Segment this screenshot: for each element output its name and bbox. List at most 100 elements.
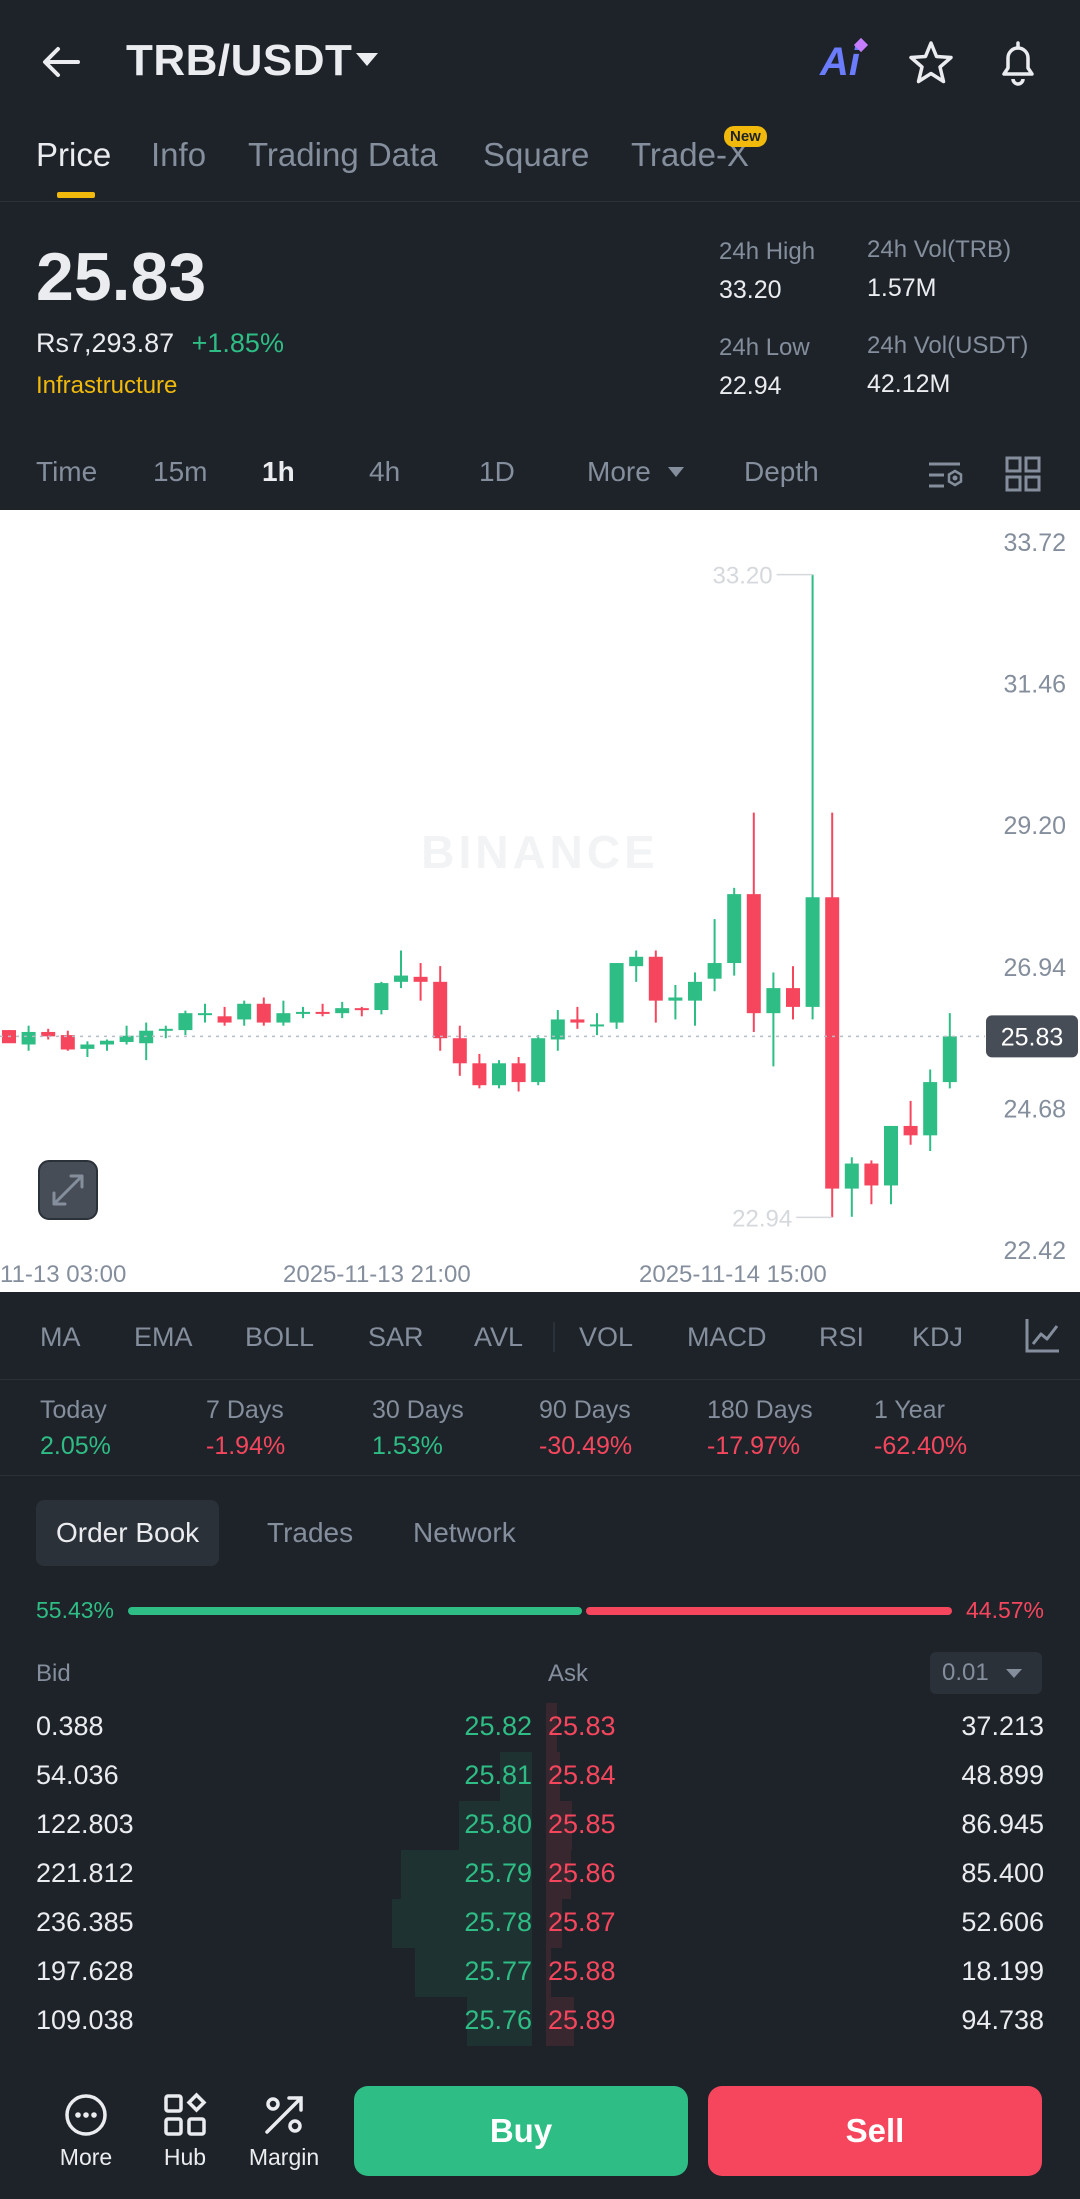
vol-quote-value: 42.12M (867, 370, 951, 398)
indicator-ma[interactable]: MA (40, 1322, 81, 1352)
tab-price[interactable]: Price (36, 136, 112, 173)
indicator-rsi[interactable]: RSI (819, 1322, 865, 1352)
candle-body (394, 975, 408, 982)
candle-body (942, 1036, 957, 1083)
indicator-vol[interactable]: VOL (579, 1322, 634, 1352)
timeframe-time[interactable]: Time (36, 456, 98, 487)
ask-depth-bar (546, 1801, 572, 1850)
candle-body (923, 1082, 938, 1136)
candle (903, 1100, 918, 1145)
candle (531, 1035, 546, 1086)
more-button[interactable]: More (41, 2092, 131, 2171)
favorite-star-icon[interactable] (906, 38, 956, 88)
candle (354, 1006, 369, 1017)
tab-trading-data[interactable]: Trading Data (248, 136, 438, 173)
candle-body (237, 1003, 252, 1020)
ask-price[interactable]: 25.87 (548, 1907, 616, 1937)
margin-percent-icon (265, 2096, 303, 2134)
ask-quantity: 85.400 (961, 1858, 1044, 1888)
indicator-sar[interactable]: SAR (368, 1322, 424, 1352)
chart-canvas[interactable]: BINANCE 33.72 31.46 29.20 26.94 24.68 22.42 1… (0, 510, 1080, 1292)
candles-group (2, 574, 957, 1218)
bid-price[interactable]: 25.79 (464, 1858, 532, 1888)
precision-select[interactable]: 0.01 (930, 1652, 1042, 1694)
x-axis: 11-13 03:00 2025-11-13 21:00 2025-11-14 15… (0, 1261, 827, 1288)
bid-quantity: 197.628 (36, 1956, 134, 1986)
candle-body (41, 1031, 56, 1037)
indicator-settings-icon[interactable] (1024, 1316, 1062, 1354)
candle (570, 1006, 585, 1029)
fiat-price: Rs7,293.87 (36, 328, 175, 358)
tab-info[interactable]: Info (151, 136, 207, 173)
notification-bell-icon[interactable] (992, 36, 1044, 88)
indicator-kdj[interactable]: KDJ (912, 1322, 964, 1352)
tab-square[interactable]: Square (483, 136, 590, 173)
ask-price[interactable]: 25.88 (548, 1956, 616, 1986)
fiat-row: Rs7,293.87 +1.85% (36, 328, 284, 359)
ai-assistant-button[interactable]: Ai (820, 40, 860, 84)
orderbook-row[interactable]: 122.803 25.80 25.85 86.945 (0, 1801, 1080, 1850)
bid-price[interactable]: 25.81 (464, 1760, 532, 1790)
orderbook-row[interactable]: 0.388 25.82 25.83 37.213 (0, 1703, 1080, 1752)
ask-price[interactable]: 25.84 (548, 1760, 616, 1790)
orderbook-row[interactable]: 197.628 25.77 25.88 18.199 (0, 1948, 1080, 1997)
precision-chevron-down-icon[interactable] (1006, 1669, 1022, 1678)
indicator-ema[interactable]: EMA (134, 1322, 193, 1352)
ask-price[interactable]: 25.86 (548, 1858, 616, 1888)
perf-value-180d: -17.97% (707, 1432, 801, 1460)
indicator-macd[interactable]: MACD (687, 1322, 767, 1352)
orderbook-row[interactable]: 109.038 25.76 25.89 94.738 (0, 1997, 1080, 2046)
chart-settings-icon[interactable] (926, 456, 966, 496)
y-tick-label: 26.94 (1003, 954, 1066, 982)
candle (727, 887, 742, 976)
timeframe-1d[interactable]: 1D (479, 456, 515, 487)
timeframe-15m[interactable]: 15m (153, 456, 208, 487)
buy-button[interactable]: Buy (354, 2086, 688, 2176)
bid-price[interactable]: 25.82 (464, 1711, 532, 1741)
bid-price[interactable]: 25.80 (464, 1809, 532, 1839)
active-tab-indicator (57, 192, 95, 198)
timeframe-more[interactable]: More (587, 456, 651, 487)
pair-dropdown-chevron-icon[interactable] (356, 53, 378, 66)
indicator-avl[interactable]: AVL (474, 1322, 524, 1352)
bid-price[interactable]: 25.78 (464, 1907, 532, 1937)
tab-order-book[interactable]: Order Book (36, 1500, 220, 1566)
tab-network[interactable]: Network (413, 1517, 516, 1548)
indicator-boll[interactable]: BOLL (245, 1322, 315, 1352)
bid-price[interactable]: 25.77 (464, 1956, 532, 1986)
ask-price[interactable]: 25.83 (548, 1711, 616, 1741)
candle (472, 1053, 487, 1089)
bid-depth-bar (459, 1801, 532, 1850)
timeframe-depth[interactable]: Depth (744, 456, 819, 487)
candle-body (452, 1038, 467, 1064)
candle (178, 1010, 193, 1036)
orderbook-row[interactable]: 54.036 25.81 25.84 48.899 (0, 1752, 1080, 1801)
orderbook-row[interactable]: 236.385 25.78 25.87 52.606 (0, 1899, 1080, 1948)
orderbook-tabs: Order Book Trades Network (0, 1500, 1080, 1566)
fullscreen-expand-icon[interactable] (38, 1160, 98, 1220)
candle-body (570, 1019, 585, 1023)
orderbook-row[interactable]: 221.812 25.79 25.86 85.400 (0, 1850, 1080, 1899)
perf-value-1y: -62.40% (874, 1432, 968, 1460)
ask-price[interactable]: 25.85 (548, 1809, 616, 1839)
hub-button[interactable]: Hub (140, 2092, 230, 2171)
margin-button[interactable]: Margin (239, 2092, 329, 2171)
tab-trades[interactable]: Trades (267, 1517, 354, 1548)
candlestick-chart[interactable]: BINANCE 33.72 31.46 29.20 26.94 24.68 22.42 1… (0, 510, 1080, 1292)
candle (413, 963, 428, 1001)
ask-price[interactable]: 25.89 (548, 2005, 616, 2035)
perf-label-90d: 90 Days (539, 1396, 631, 1424)
candle (884, 1125, 898, 1205)
vol-base-value: 1.57M (867, 274, 937, 302)
timeframe-1h[interactable]: 1h (262, 456, 295, 487)
category-tag[interactable]: Infrastructure (36, 372, 178, 399)
back-arrow-icon[interactable] (36, 36, 88, 88)
more-chevron-down-icon[interactable] (668, 467, 684, 477)
sell-button[interactable]: Sell (708, 2086, 1042, 2176)
pair-title[interactable]: TRB/USDT (126, 36, 353, 85)
layout-grid-icon[interactable] (1005, 456, 1041, 492)
timeframe-4h[interactable]: 4h (369, 456, 401, 487)
bid-price[interactable]: 25.76 (464, 2005, 532, 2035)
low-marker-label: 22.94 (732, 1205, 792, 1232)
ask-depth-bar (546, 1752, 560, 1801)
